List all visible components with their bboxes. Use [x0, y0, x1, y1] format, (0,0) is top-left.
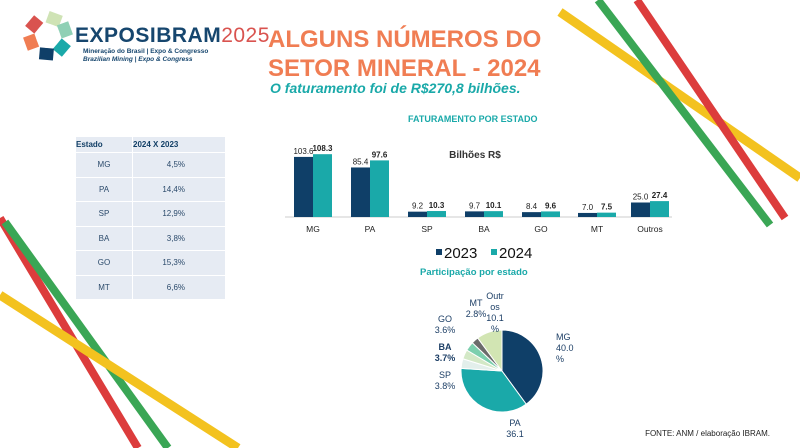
pie-label-Outros: os	[490, 302, 500, 312]
growth-cell: 6,6%	[133, 275, 225, 299]
value-label: 9.6	[545, 201, 557, 210]
category-label: SP	[421, 224, 433, 234]
growth-cell: 12,9%	[133, 202, 225, 226]
bar-2023-Outros	[631, 202, 650, 217]
bar-2024-MT	[597, 212, 616, 217]
growth-cell: 3,8%	[133, 226, 225, 250]
growth-cell: 15,3%	[133, 251, 225, 275]
category-label: MG	[306, 224, 320, 234]
pie-chart-title: Participação por estado	[420, 267, 528, 278]
table-row: BA 3,8%	[76, 226, 225, 250]
bar-2023-BA	[465, 211, 484, 217]
legend-swatch-2024	[491, 249, 497, 255]
category-label: Outros	[637, 224, 663, 234]
pie-label-MG: 40.0	[556, 343, 574, 353]
bar-2023-PA	[351, 167, 370, 217]
bar-2024-Outros	[650, 201, 669, 217]
value-label: 103.6	[293, 147, 314, 156]
pie-label-BA: BA	[439, 342, 452, 352]
logo-wordmark: EXPOSIBRAM2025	[75, 24, 270, 47]
value-label: 10.3	[429, 201, 445, 210]
value-label: 9.2	[412, 202, 424, 211]
category-label: MT	[591, 224, 603, 234]
pie-label-SP: SP	[439, 370, 451, 380]
value-label: 27.4	[652, 191, 668, 200]
value-label: 25.0	[633, 193, 649, 202]
pie-slice-MG	[501, 329, 544, 405]
state-cell: MT	[76, 275, 132, 299]
legend-swatch-2023	[436, 249, 442, 255]
table-row: MT 6,6%	[76, 275, 225, 299]
growth-table: Estado 2024 X 2023 MG 4,5% PA 14,4% SP 12,9% BA…	[75, 136, 226, 300]
bar-chart-title: FATURAMENTO POR ESTADO	[408, 114, 538, 124]
logo-tagline-en: Brazilian Mining | Expo & Congress	[83, 56, 193, 63]
value-label: 7.0	[582, 203, 594, 212]
table-row: GO 15,3%	[76, 251, 225, 275]
logo-icon	[23, 11, 73, 61]
pie-label-Outros: 10.1	[486, 313, 504, 323]
pie-label-BA: 3.7%	[435, 353, 456, 363]
category-label: GO	[534, 224, 548, 234]
pie-label-GO: 3.6%	[435, 325, 456, 335]
legend-label: 2023	[444, 245, 477, 262]
pie-label-MG: %	[556, 354, 564, 364]
bar-2024-PA	[370, 160, 389, 217]
legend-label: 2024	[499, 245, 532, 262]
page-subtitle: O faturamento foi de R$270,8 bilhões.	[270, 80, 521, 96]
pie-label-MT: MT	[470, 298, 483, 308]
growth-cell: 4,5%	[133, 153, 225, 177]
value-label: 97.6	[372, 150, 388, 159]
bar-2023-MG	[294, 156, 313, 217]
bar-2024-BA	[484, 211, 503, 217]
pie-label-PA: 36.1	[506, 429, 524, 439]
bar-2024-MG	[313, 154, 332, 217]
bar-2023-GO	[522, 212, 541, 217]
state-cell: MG	[76, 153, 132, 177]
growth-cell: 14,4%	[133, 177, 225, 201]
pie-label-MG: MG	[556, 332, 571, 342]
source-note: FONTE: ANM / elaboração IBRAM.	[645, 429, 770, 438]
bar-2023-MT	[578, 212, 597, 217]
state-cell: SP	[76, 202, 132, 226]
bar-2023-SP	[408, 211, 427, 217]
pie-label-MT: 2.8%	[466, 309, 487, 319]
pie-label-Outros: %	[491, 324, 499, 334]
table-row: PA 14,4%	[76, 177, 225, 201]
page-title: ALGUNS NÚMEROS DO SETOR MINERAL - 2024	[268, 26, 542, 82]
state-cell: BA	[76, 226, 132, 250]
pie-label-SP: 3.8%	[435, 381, 456, 391]
value-label: 10.1	[486, 201, 502, 210]
table-row: SP 12,9%	[76, 202, 225, 226]
value-label: 9.7	[469, 201, 481, 210]
state-cell: GO	[76, 251, 132, 275]
pie-label-PA: PA	[509, 418, 520, 428]
bar-2024-SP	[427, 211, 446, 217]
pie-slice-Outros	[477, 329, 503, 373]
pie-slice-PA	[460, 367, 527, 413]
header-growth: 2024 X 2023	[133, 137, 225, 152]
unit-annotation: Bilhões R$	[449, 150, 501, 161]
pie-label-Outros: Outr	[486, 291, 504, 301]
value-label: 85.4	[353, 157, 369, 166]
value-label: 8.4	[526, 202, 538, 211]
logo-tagline-pt: Mineração do Brasil | Expo & Congresso	[83, 48, 209, 55]
value-label: 7.5	[601, 203, 613, 212]
bar-2024-GO	[541, 211, 560, 217]
header-estado: Estado	[76, 137, 132, 152]
table-row: MG 4,5%	[76, 153, 225, 177]
category-label: PA	[365, 224, 376, 234]
pie-label-GO: GO	[438, 314, 452, 324]
value-label: 108.3	[312, 144, 333, 153]
category-label: BA	[478, 224, 490, 234]
state-cell: PA	[76, 177, 132, 201]
